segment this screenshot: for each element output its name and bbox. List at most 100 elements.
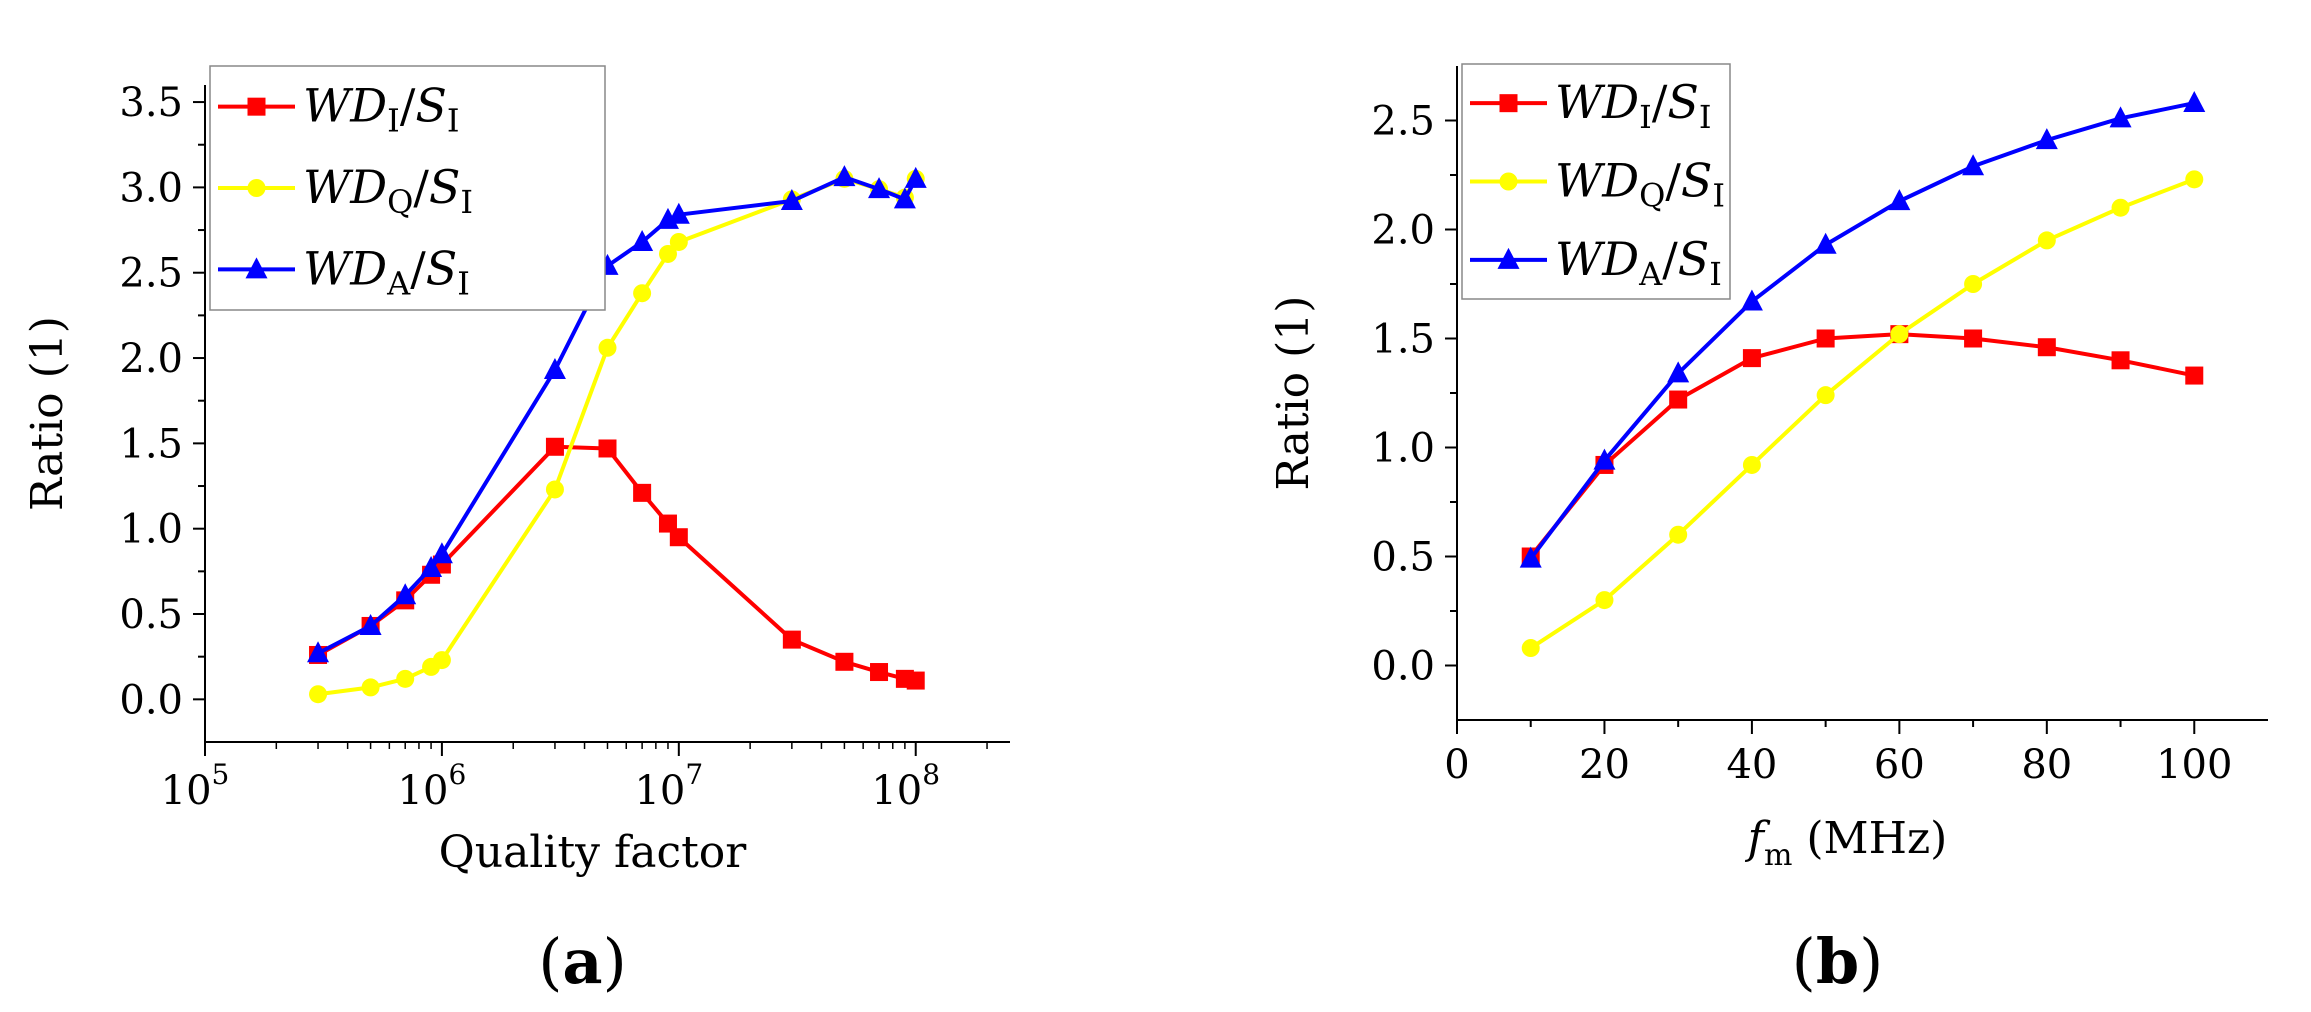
panel-label: (b) bbox=[1792, 925, 1884, 998]
legend-entry-A: WDA/SI bbox=[303, 241, 470, 302]
data-point-I bbox=[835, 652, 854, 671]
y-tick-label: 3.5 bbox=[119, 80, 183, 126]
legend-main: WD bbox=[1555, 232, 1639, 286]
y-tick-label: 1.5 bbox=[119, 421, 183, 467]
data-point-I bbox=[870, 663, 889, 682]
legend-entry-I: WDI/SI bbox=[303, 79, 459, 140]
data-point-Q bbox=[633, 284, 652, 303]
data-point-Q bbox=[1521, 639, 1540, 658]
y-axis-title: Ratio (1) bbox=[22, 316, 73, 511]
legend-main: WD bbox=[1555, 75, 1639, 129]
data-point-I bbox=[1669, 390, 1688, 409]
data-point-Q bbox=[1742, 455, 1761, 474]
x-tick-base: 10 bbox=[634, 768, 685, 814]
legend-sub: I bbox=[387, 102, 400, 140]
x-axis-title: fm (MHz) bbox=[1745, 813, 1948, 873]
data-point-A bbox=[2183, 91, 2206, 113]
legend-main2: S bbox=[1681, 154, 1713, 208]
data-point-A bbox=[394, 583, 417, 605]
legend-sub: Q bbox=[387, 183, 413, 221]
data-point-A bbox=[420, 555, 443, 577]
y-tick-label: 0.0 bbox=[1371, 644, 1435, 690]
data-point-A bbox=[1593, 448, 1616, 470]
data-point-I bbox=[633, 483, 652, 502]
x-tick-label: 107 bbox=[634, 758, 703, 814]
data-point-A bbox=[904, 166, 927, 188]
legend-sub: I bbox=[1639, 98, 1652, 136]
panel-label-close: ) bbox=[603, 925, 627, 998]
legend-slash: / bbox=[1665, 154, 1681, 208]
y-tick-label: 2.5 bbox=[1371, 99, 1435, 145]
data-point-I bbox=[1742, 349, 1761, 368]
y-tick-label: 1.0 bbox=[119, 507, 183, 553]
x-tick-label: 108 bbox=[871, 758, 940, 814]
data-point-A bbox=[359, 613, 382, 635]
data-point-A bbox=[1888, 189, 1911, 211]
legend-slash: / bbox=[400, 79, 416, 133]
y-tick-label: 1.0 bbox=[1371, 426, 1435, 472]
legend-marker-Q bbox=[1499, 172, 1518, 191]
x-axis-title-rest: (MHz) bbox=[1792, 813, 1947, 864]
data-point-A bbox=[868, 177, 891, 199]
y-tick-label: 1.5 bbox=[1371, 317, 1435, 363]
series-line-A bbox=[1529, 101, 2195, 560]
x-tick-base: 10 bbox=[161, 768, 212, 814]
data-point-A bbox=[307, 641, 330, 663]
panel-label-close: ) bbox=[1859, 925, 1883, 998]
data-point-I bbox=[545, 437, 564, 456]
x-tick-base: 10 bbox=[398, 768, 449, 814]
legend-marker-I bbox=[247, 97, 266, 116]
data-point-Q bbox=[361, 678, 380, 697]
y-tick-label: 3.0 bbox=[119, 165, 183, 211]
legend-sub2: I bbox=[457, 264, 470, 302]
data-point-I bbox=[1816, 329, 1835, 348]
x-tick-label: 0 bbox=[1444, 742, 1469, 788]
series-A bbox=[307, 165, 927, 663]
series-line-I bbox=[317, 444, 917, 683]
legend-main: WD bbox=[303, 160, 387, 214]
x-tick-label: 40 bbox=[1726, 742, 1777, 788]
y-tick-label: 0.5 bbox=[1371, 535, 1435, 581]
data-point-I bbox=[1964, 329, 1983, 348]
data-point-Q bbox=[1890, 325, 1909, 344]
data-point-A bbox=[2109, 106, 2132, 128]
data-point-Q bbox=[2111, 198, 2130, 217]
x-tick-exp: 5 bbox=[212, 758, 230, 791]
data-point-A bbox=[833, 165, 856, 187]
legend-marker-Q bbox=[247, 179, 266, 197]
data-point-A bbox=[1740, 289, 1763, 311]
x-axis-title-sub: m bbox=[1764, 838, 1792, 873]
data-point-Q bbox=[1669, 525, 1688, 544]
legend-slash: / bbox=[413, 160, 429, 214]
legend-main2: S bbox=[429, 160, 461, 214]
data-point-Q bbox=[1816, 386, 1835, 405]
data-point-A bbox=[1814, 232, 1837, 254]
legend-sub2: I bbox=[1712, 177, 1725, 215]
data-point-A bbox=[543, 357, 566, 379]
legend-entry-Q: WDQ/SI bbox=[1555, 154, 1725, 215]
data-point-A bbox=[631, 229, 654, 251]
y-tick-label: 0.0 bbox=[119, 677, 183, 723]
data-point-A bbox=[1667, 361, 1690, 383]
data-point-Q bbox=[2185, 170, 2204, 189]
data-point-Q bbox=[598, 338, 617, 357]
panel-label-letter: a bbox=[562, 925, 602, 998]
data-point-I bbox=[2111, 351, 2130, 370]
data-point-A bbox=[667, 202, 690, 224]
panel-label-open: ( bbox=[538, 925, 562, 998]
data-point-I bbox=[906, 671, 925, 690]
legend-slash: / bbox=[1652, 75, 1668, 129]
data-point-Q bbox=[1595, 591, 1614, 610]
data-point-Q bbox=[309, 685, 328, 704]
data-point-Q bbox=[669, 232, 688, 251]
data-point-A bbox=[893, 187, 916, 209]
y-tick-label: 0.5 bbox=[119, 592, 183, 638]
legend-sub: A bbox=[386, 264, 411, 302]
x-tick-label: 105 bbox=[161, 758, 230, 814]
panel-label-letter: b bbox=[1816, 925, 1859, 998]
series-I bbox=[1521, 325, 2204, 566]
y-tick-label: 2.0 bbox=[1371, 208, 1435, 254]
x-tick-label: 106 bbox=[398, 758, 467, 814]
